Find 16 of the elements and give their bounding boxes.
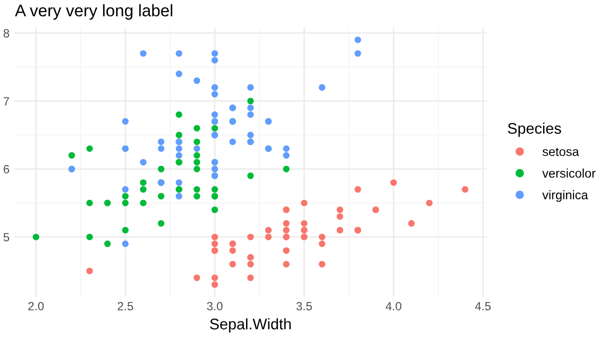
- y-tick-label: 8: [4, 29, 10, 38]
- y-tick-label: 6: [4, 165, 10, 174]
- x-tick-label: 4.5: [475, 302, 491, 310]
- legend-title: Species: [508, 122, 562, 137]
- legend-label: setosa: [542, 148, 580, 156]
- x-tick-label: 3.5: [296, 302, 312, 310]
- legend-label: virginica: [542, 190, 588, 202]
- x-tick-label: 2.0: [28, 302, 44, 310]
- y-tick-label: 7: [4, 97, 10, 106]
- y-tick-label: 5: [4, 233, 10, 242]
- x-tick-label: 3.0: [207, 302, 223, 310]
- x-tick-label: 4.0: [386, 302, 402, 310]
- chart-title: A very very long label: [14, 4, 172, 20]
- legend-label: versicolor: [542, 168, 596, 178]
- x-axis-title: Sepal.Width: [210, 318, 291, 332]
- x-tick-label: 2.5: [118, 302, 134, 310]
